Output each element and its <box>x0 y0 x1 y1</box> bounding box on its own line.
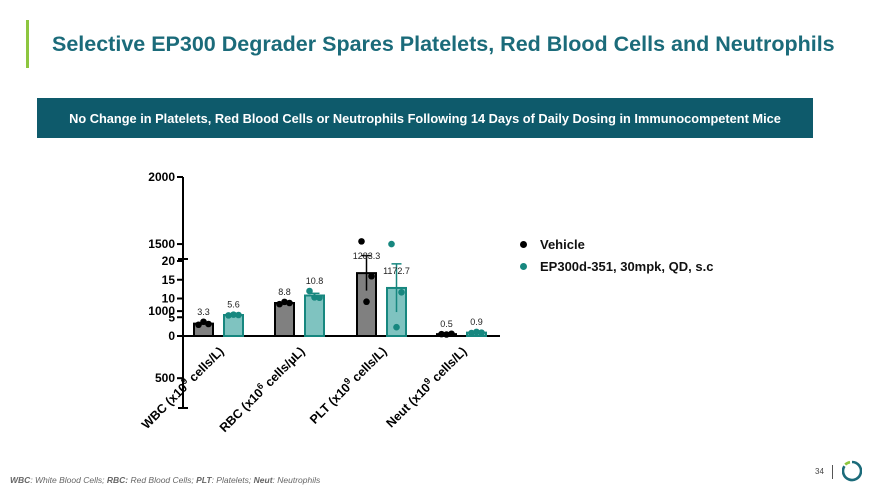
footnote-abbr-rbc: RBC: <box>106 475 129 485</box>
data-point-s1-g0-p1 <box>230 311 237 318</box>
data-point-s1-g2-p1 <box>393 323 400 331</box>
data-point-s0-g3-p2 <box>448 330 455 338</box>
x-category-label-base-1: RBC (x10 <box>217 386 266 435</box>
x-category-label-base-3: Neut (x10 <box>383 381 433 431</box>
data-label-s1-g2: 1172.7 <box>383 266 410 276</box>
bar-chart: 0 5 10 15 20 500 1000 1500 2000 3.3 8.8 1283.3 0.5 5.… <box>139 170 500 435</box>
data-label-s1-g3: 0.9 <box>470 317 483 327</box>
footnote-text-plt: : Platelets; <box>211 475 254 485</box>
legend-item-treated: EP300d-351, 30mpk, QD, s.c <box>520 255 713 277</box>
legend-label-vehicle: Vehicle <box>540 236 585 252</box>
data-point-s1-g1-p1 <box>311 294 318 301</box>
footnote-abbr-neut: Neut <box>253 475 273 485</box>
x-category-label-unit-2: cells/L) <box>347 344 390 387</box>
page-number: 34 <box>815 467 824 476</box>
data-point-s0-g0-p0 <box>195 321 202 329</box>
data-label-s0-g1: 8.8 <box>278 287 291 297</box>
x-category-label-unit-1: cells/µL) <box>260 344 308 392</box>
legend-marker-treated <box>520 262 527 270</box>
legend-label-treated: EP300d-351, 30mpk, QD, s.c <box>540 258 714 274</box>
data-point-s0-g2-p2 <box>368 272 375 280</box>
y-tick-label-lower-4: 20 <box>162 254 176 268</box>
company-logo-icon <box>842 460 862 482</box>
slide-title: Selective EP300 Degrader Spares Platelet… <box>52 32 835 56</box>
x-category-label-3: Neut (x109 cells/L) <box>382 343 470 431</box>
data-point-s0-g1-p1 <box>281 298 288 306</box>
y-tick-label-lower-2: 10 <box>162 292 176 306</box>
x-category-label-unit-0: cells/L) <box>184 344 227 387</box>
data-point-s1-g0-p2 <box>235 311 242 319</box>
bar-s0-g1 <box>274 302 295 337</box>
data-point-s1-g3-p2 <box>478 329 485 336</box>
x-category-label-exponent-3: 9 <box>422 376 433 387</box>
x-category-label-2: PLT (x109 cells/L) <box>306 343 390 427</box>
banner-text: No Change in Platelets, Red Blood Cells … <box>69 110 781 126</box>
y-tick-label-lower-3: 15 <box>162 273 176 287</box>
x-category-label-base-2: PLT (x10 <box>307 381 353 427</box>
data-point-s1-g0-p0 <box>225 312 232 319</box>
footnote-abbr-plt: PLT <box>196 475 212 485</box>
y-tick-label-upper-1: 1000 <box>148 304 175 318</box>
abbreviation-footnote: WBC: White Blood Cells; RBC: Red Blood C… <box>10 475 320 485</box>
data-label-s1-g0: 5.6 <box>227 300 240 310</box>
data-point-s0-g0-p2 <box>205 320 212 328</box>
data-point-s0-g3-p1 <box>443 331 450 338</box>
title-accent-bar <box>26 20 29 68</box>
x-category-label-unit-3: cells/L) <box>427 344 470 387</box>
data-point-s0-g1-p0 <box>276 300 283 308</box>
data-point-s0-g1-p2 <box>286 299 293 307</box>
y-tick-label-upper-3: 2000 <box>148 170 175 184</box>
subtitle-banner: No Change in Platelets, Red Blood Cells … <box>37 98 813 138</box>
y-tick-label-lower-1: 5 <box>168 310 175 324</box>
data-point-s1-g1-p2 <box>316 294 323 302</box>
chart-legend: Vehicle EP300d-351, 30mpk, QD, s.c <box>520 233 713 277</box>
bar-s1-g1 <box>304 294 325 337</box>
data-point-s0-g3-p0 <box>438 330 445 338</box>
data-label-s1-g1: 10.8 <box>306 276 324 286</box>
y-tick-label-upper-2: 1500 <box>148 237 175 251</box>
data-point-s0-g2-p1 <box>363 298 370 306</box>
footnote-text-rbc: Red Blood Cells; <box>128 475 197 485</box>
data-point-s1-g2-p0 <box>388 240 395 248</box>
y-tick-label-lower-0: 0 <box>168 329 175 343</box>
footnote-abbr-wbc: WBC <box>10 475 31 485</box>
footnote-text-neut: : Neutrophils <box>272 475 321 485</box>
x-category-label-exponent-0: 9 <box>179 376 190 387</box>
x-category-label-exponent-1: 6 <box>255 381 266 392</box>
data-point-s1-g3-p0 <box>468 329 475 337</box>
x-category-label-1: RBC (x106 cells/µL) <box>215 343 307 435</box>
legend-marker-vehicle <box>520 240 527 248</box>
data-point-s0-g0-p1 <box>200 318 207 326</box>
data-label-s0-g2: 1283.3 <box>353 251 381 261</box>
x-category-label-exponent-2: 9 <box>342 376 353 387</box>
legend-item-vehicle: Vehicle <box>520 233 713 255</box>
data-point-s1-g2-p2 <box>398 289 405 296</box>
footnote-text-wbc: : White Blood Cells; <box>30 475 107 485</box>
data-label-s0-g3: 0.5 <box>440 319 453 329</box>
data-label-s0-g0: 3.3 <box>197 307 210 317</box>
page-number-divider <box>832 465 833 479</box>
data-point-s0-g2-p0 <box>358 238 365 245</box>
y-tick-label-upper-0: 500 <box>155 371 175 385</box>
data-point-s1-g3-p1 <box>473 328 480 336</box>
data-point-s1-g1-p0 <box>306 287 313 295</box>
